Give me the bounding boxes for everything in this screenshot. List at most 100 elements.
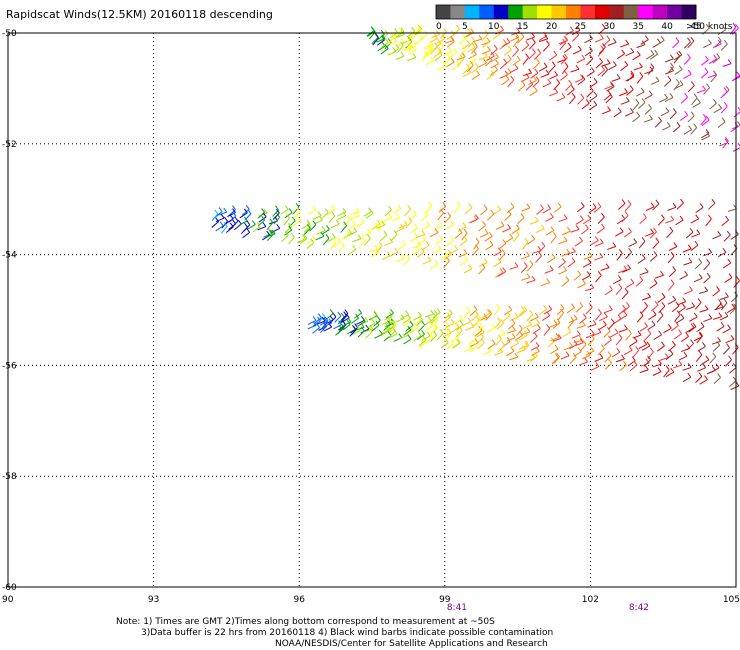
wind-barb-flag: [713, 98, 717, 104]
wind-barb-flag: [534, 312, 539, 318]
wind-barb-flag: [365, 324, 370, 330]
wind-barb-flag: [582, 279, 586, 285]
colorbar-swatch: [652, 5, 668, 19]
wind-barb: [542, 208, 551, 214]
wind-barb-flag: [707, 39, 712, 44]
wind-barb-flag: [706, 83, 710, 88]
wind-barb: [719, 315, 729, 321]
wind-barb-flag: [605, 263, 610, 268]
wind-barb: [495, 338, 502, 346]
wind-barb: [618, 203, 626, 210]
wind-barb: [430, 319, 439, 326]
wind-barb: [581, 102, 590, 110]
wind-barb: [549, 74, 558, 80]
wind-barb-flag: [735, 23, 739, 29]
wind-barb: [498, 243, 507, 250]
wind-barb: [647, 324, 656, 331]
wind-barb: [423, 320, 432, 327]
wind-barb: [566, 251, 576, 255]
wind-barb: [445, 322, 455, 328]
wind-barb: [708, 58, 717, 65]
wind-barb: [665, 70, 674, 75]
wind-barb-flag: [686, 53, 691, 59]
wind-barb-flag: [342, 211, 347, 216]
wind-barb: [530, 335, 538, 343]
wind-barb-flag: [628, 329, 632, 334]
wind-barb: [463, 347, 473, 353]
wind-barb-flag: [474, 338, 479, 344]
wind-barb: [668, 270, 677, 278]
wind-barb: [569, 356, 577, 365]
wind-barb-flag: [647, 355, 651, 361]
wind-barb-flag: [446, 331, 450, 336]
wind-barb: [422, 335, 431, 341]
wind-barb: [379, 234, 388, 242]
note-line-3: NOAA/NESDIS/Center for Satellite Applica…: [275, 639, 548, 649]
wind-barb: [615, 231, 624, 237]
wind-barb: [454, 232, 463, 239]
wind-barb-flag: [480, 338, 485, 344]
wind-barb: [514, 334, 523, 341]
wind-barb-flag: [486, 37, 490, 42]
wind-barb: [657, 296, 666, 303]
wind-barb: [355, 326, 365, 331]
wind-barb-flag: [612, 61, 617, 66]
wind-barb-flag: [406, 254, 411, 259]
wind-barb-flag: [535, 341, 540, 347]
wind-barb-flag: [400, 51, 405, 57]
wind-barb: [700, 359, 710, 366]
wind-barb: [607, 41, 617, 46]
wind-barb: [557, 261, 566, 269]
wind-barb: [522, 72, 532, 77]
wind-barb-flag: [246, 228, 251, 233]
wind-barb: [420, 33, 428, 41]
wind-barb: [667, 255, 675, 264]
wind-barb-flag: [687, 363, 692, 368]
wind-barb: [698, 290, 708, 295]
wind-barb-flag: [491, 323, 496, 329]
wind-barb-flag: [366, 233, 371, 239]
wind-barb-flag: [608, 335, 612, 341]
wind-barb: [528, 42, 536, 50]
wind-barb: [595, 274, 602, 283]
wind-barb-flag: [679, 215, 684, 221]
wind-barb: [639, 369, 649, 374]
wind-barb-flag: [576, 25, 581, 31]
wind-barb: [465, 207, 473, 215]
wind-barb: [700, 59, 709, 66]
wind-barb-flag: [391, 320, 396, 326]
wind-barb-flag: [494, 65, 498, 71]
wind-barb: [712, 43, 722, 49]
wind-barb: [663, 79, 672, 87]
wind-barb: [638, 344, 647, 350]
wind-barb: [519, 309, 527, 317]
wind-barb-flag: [698, 350, 703, 356]
wind-barb-flag: [570, 26, 574, 31]
wind-barb-flag: [723, 87, 728, 93]
wind-barb: [649, 231, 657, 239]
wind-barb-flag: [625, 97, 630, 102]
wind-barb: [656, 345, 665, 352]
wind-barb-flag: [552, 231, 557, 237]
wind-barb-flag: [721, 117, 726, 123]
wind-barb-flag: [601, 23, 606, 29]
wind-barb-flag: [463, 249, 468, 254]
wind-barb-flag: [408, 217, 413, 222]
wind-barb: [364, 237, 371, 246]
wind-barb-flag: [644, 365, 649, 371]
wind-barb: [461, 43, 470, 50]
wind-barb-flag: [621, 354, 625, 360]
wind-barb-flag: [475, 237, 480, 243]
wind-barb: [589, 95, 598, 102]
wind-barb-flag: [643, 340, 648, 345]
wind-barb: [421, 225, 430, 231]
wind-barb-flag: [593, 78, 598, 83]
wind-barb: [663, 369, 670, 378]
wind-barb-flag: [624, 60, 629, 66]
wind-barb-flag: [544, 34, 549, 40]
wind-barb-flag: [428, 49, 433, 55]
wind-barb-flag: [288, 225, 293, 231]
wind-barb: [673, 54, 683, 61]
wind-barb-flag: [520, 213, 525, 218]
wind-barb: [532, 80, 540, 88]
